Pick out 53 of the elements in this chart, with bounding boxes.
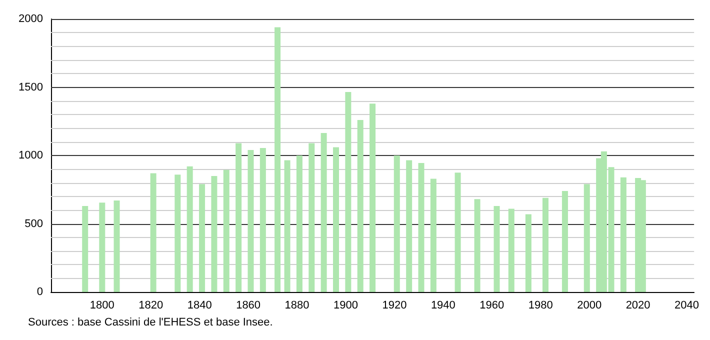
bar — [236, 143, 242, 292]
x-tick-label: 1900 — [334, 300, 358, 312]
bar — [199, 184, 206, 292]
y-tick-label: 0 — [36, 286, 43, 298]
bar — [474, 199, 480, 292]
x-tick-label: 1980 — [528, 300, 553, 312]
x-tick-label: 1880 — [284, 300, 310, 312]
bar — [248, 150, 254, 292]
bar — [525, 214, 532, 292]
x-tick-label: 1960 — [480, 300, 504, 312]
bar — [320, 132, 327, 292]
bar — [357, 120, 364, 292]
bar — [345, 92, 352, 292]
bar — [174, 174, 181, 292]
bar — [99, 202, 106, 292]
x-tick-label: 1920 — [382, 300, 407, 312]
bar — [150, 173, 156, 292]
x-tick-label: 1800 — [90, 300, 114, 312]
y-tick-label: 1000 — [18, 150, 43, 162]
x-tick-label: 1860 — [236, 300, 261, 312]
bar — [454, 172, 461, 292]
bar — [211, 176, 218, 292]
bar — [82, 206, 88, 292]
bar — [296, 156, 302, 292]
bar — [562, 190, 568, 292]
bar — [508, 208, 514, 292]
bar — [394, 156, 400, 292]
y-tick-label: 1500 — [18, 81, 43, 94]
y-tick-label: 2000 — [18, 13, 43, 25]
bar — [430, 178, 436, 292]
bar — [494, 206, 500, 292]
bar — [620, 177, 626, 292]
x-tick-label: 2040 — [674, 300, 700, 312]
x-tick-label: 1840 — [187, 300, 212, 312]
bar — [418, 163, 424, 292]
y-tick-label: 500 — [24, 218, 43, 230]
bar — [284, 160, 290, 292]
bar — [274, 27, 281, 292]
bar — [406, 160, 412, 292]
bar — [584, 184, 590, 292]
source-note: Sources : base Cassini de l'EHESS et base Insee. — [28, 316, 273, 328]
x-tick-label: 1820 — [138, 300, 164, 312]
bar — [186, 166, 193, 292]
bar — [260, 148, 266, 292]
bar — [308, 143, 315, 292]
bar — [223, 170, 230, 292]
bar — [370, 104, 376, 292]
x-tick-label: 2020 — [626, 300, 650, 312]
x-tick-label: 2000 — [577, 300, 602, 312]
bar — [114, 200, 120, 292]
bar — [542, 198, 548, 292]
x-tick-label: 1940 — [430, 300, 456, 312]
bar — [333, 147, 339, 292]
